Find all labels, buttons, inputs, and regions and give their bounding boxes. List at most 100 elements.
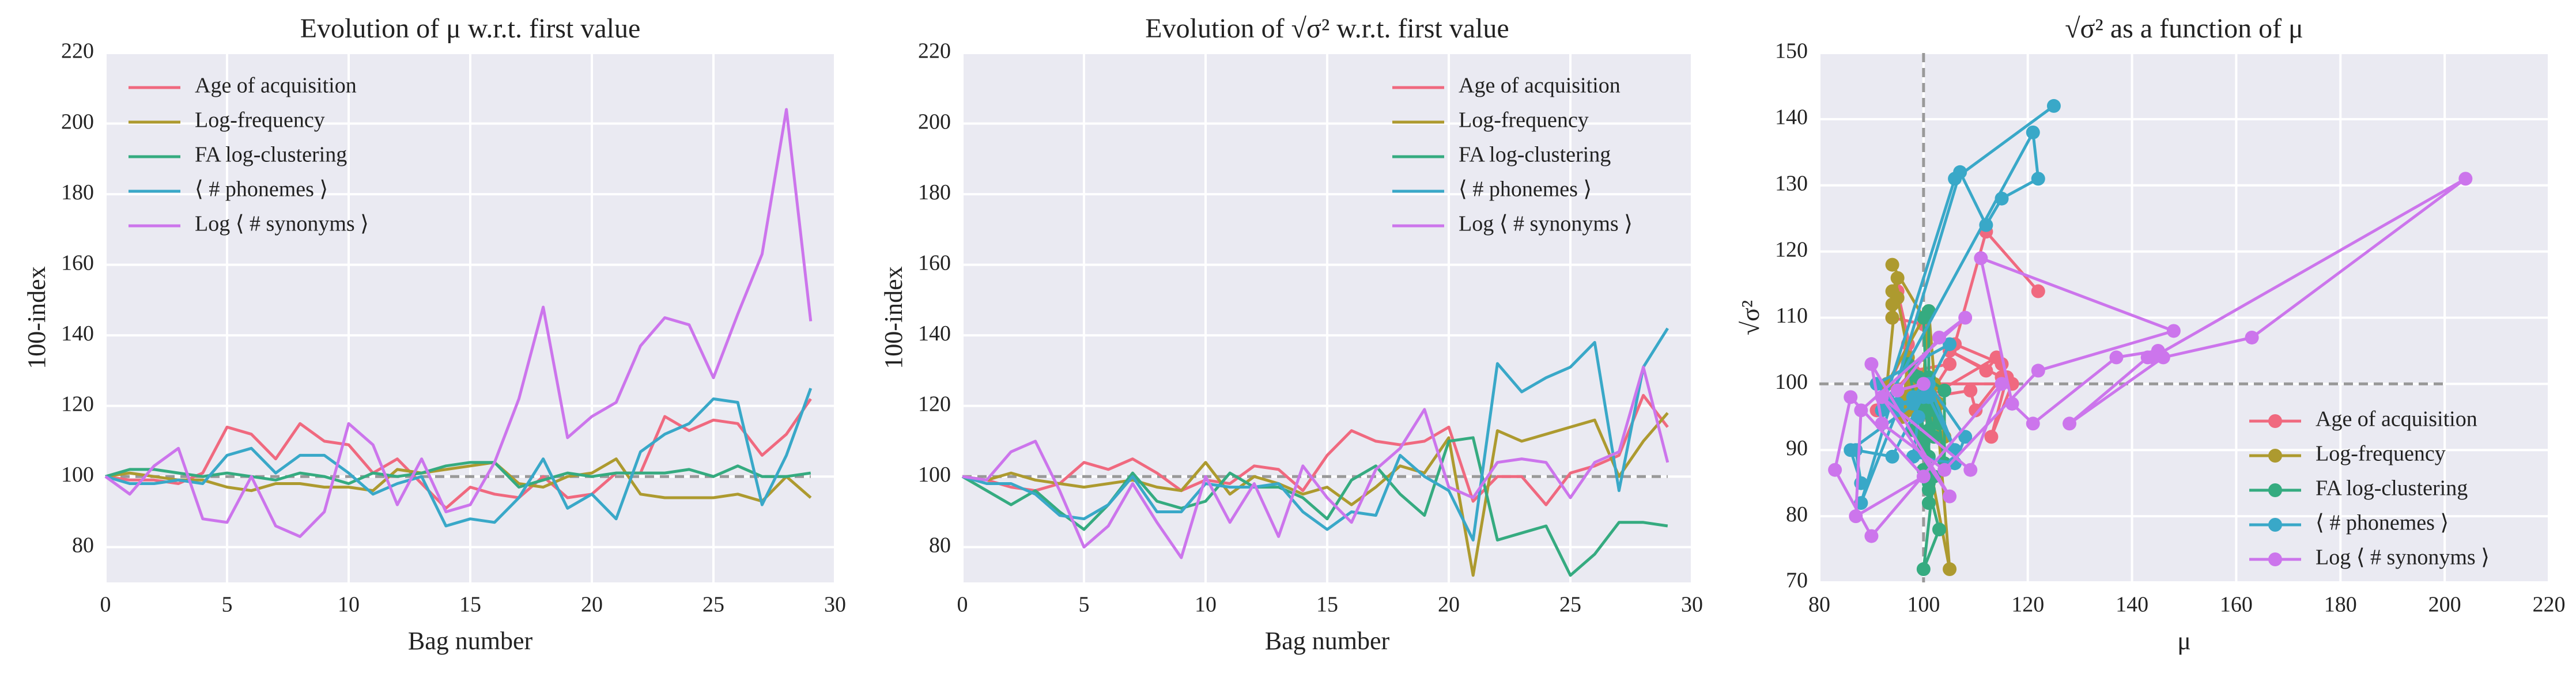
scatter-point	[1932, 330, 1946, 344]
y-axis-label: 100-index	[22, 266, 51, 369]
x-tick-label: 0	[100, 593, 111, 617]
legend-marker	[2268, 552, 2282, 566]
series-line	[105, 461, 811, 489]
legend-marker	[2268, 518, 2282, 532]
scatter-point	[1864, 357, 1879, 371]
scatter-point	[1885, 258, 1899, 272]
series-line	[961, 436, 1668, 577]
scatter-point	[1995, 377, 2009, 391]
scatter-point	[2458, 172, 2473, 186]
scatter-point	[1916, 562, 1931, 577]
y-tick-label: 200	[61, 109, 94, 134]
legend-label: FA log-clustering	[195, 143, 347, 167]
x-tick-label: 160	[2220, 593, 2253, 617]
scatter-point	[2026, 125, 2040, 139]
scatter-point	[2046, 99, 2061, 113]
scatter-point	[1958, 430, 1973, 444]
scatter-point	[2063, 416, 2077, 431]
y-tick-label: 150	[1775, 39, 1808, 63]
scatter-point	[2156, 350, 2170, 365]
scatter-point	[1885, 284, 1899, 298]
scatter-point	[1943, 337, 1957, 351]
legend-label: Log ⟨ # synonyms ⟩	[1459, 212, 1633, 236]
scatter-point	[1943, 357, 1957, 371]
legend-label: Age of acquisition	[1459, 74, 1621, 98]
scatter-point	[1921, 483, 1936, 497]
x-tick-label: 100	[1907, 593, 1940, 617]
y-tick-label: 100	[61, 463, 94, 487]
panel: 0 5 10 15 20 25 30 80 100 120 140 160 180 200 220 Evolu…	[879, 13, 1703, 655]
scatter-point	[1963, 383, 1978, 397]
legend-label: Log-frequency	[1459, 108, 1589, 132]
scatter-point	[1885, 311, 1899, 325]
x-axis-label: Bag number	[1265, 627, 1390, 655]
scatter-point	[2031, 172, 2045, 186]
y-tick-label: 80	[1786, 502, 1808, 527]
series-line	[962, 393, 1669, 506]
scatter-point	[2146, 350, 2160, 365]
legend-label: ⟨ # phonemes ⟩	[1459, 177, 1592, 202]
scatter-point	[1979, 363, 1993, 378]
y-tick-label: 200	[918, 109, 951, 134]
y-tick-label: 180	[61, 180, 94, 205]
legend-marker	[2268, 449, 2282, 463]
x-tick-label: 15	[459, 593, 481, 617]
y-tick-label: 120	[1775, 237, 1808, 262]
x-axis-label: Bag number	[408, 627, 533, 655]
chart-title: √σ² as a function of μ	[2065, 13, 2303, 44]
scatter-point	[1921, 496, 1936, 510]
legend-label: Age of acquisition	[195, 74, 357, 98]
scatter-point	[1995, 191, 2009, 206]
y-tick-label: 100	[1775, 370, 1808, 394]
series-line	[962, 327, 1669, 542]
x-tick-label: 180	[2324, 593, 2357, 617]
scatter-point	[2026, 416, 2040, 431]
scatter-point	[1906, 396, 1920, 411]
scatter-point	[1890, 383, 1905, 397]
scatter-point	[1958, 311, 1973, 325]
y-tick-label: 90	[1786, 436, 1808, 460]
scatter-point	[2109, 350, 2124, 365]
scatter-point	[1916, 469, 1931, 484]
x-tick-label: 30	[1681, 593, 1703, 617]
x-tick-label: 25	[1559, 593, 1581, 617]
x-tick-label: 25	[702, 593, 724, 617]
series-line	[962, 365, 1670, 559]
x-tick-label: 15	[1316, 593, 1338, 617]
y-tick-label: 100	[918, 463, 951, 487]
legend-label: Log-frequency	[195, 108, 325, 132]
scatter-point	[1921, 304, 1936, 319]
scatter-point	[1875, 416, 1889, 431]
legend-marker	[2268, 483, 2282, 497]
y-tick-label: 80	[929, 533, 951, 557]
x-tick-label: 5	[222, 593, 233, 617]
scatter-point	[2245, 330, 2259, 344]
scatter-point	[1885, 297, 1899, 312]
scatter-point	[1969, 403, 1983, 418]
series-line	[105, 388, 813, 528]
scatter-point	[1916, 390, 1931, 404]
scatter-point	[1937, 383, 1952, 397]
x-tick-label: 20	[1438, 593, 1460, 617]
x-tick-label: 10	[1195, 593, 1217, 617]
x-tick-label: 220	[2533, 593, 2566, 617]
scatter-point	[1937, 463, 1952, 477]
y-axis-label: √σ²	[1736, 300, 1765, 335]
scatter-point	[1854, 403, 1868, 418]
panel: 0 5 10 15 20 25 30 80 100 120 140 160 180 200 220 Evolu…	[22, 13, 846, 655]
x-axis-label: μ	[2177, 627, 2191, 655]
series-line	[104, 108, 813, 538]
scatter-point	[1943, 489, 1957, 503]
x-tick-label: 80	[1808, 593, 1830, 617]
legend-label: Log ⟨ # synonyms ⟩	[2316, 546, 2490, 570]
scatter-point	[1963, 463, 1978, 477]
x-tick-label: 30	[824, 593, 846, 617]
scatter-point	[1932, 522, 1946, 537]
chart-title: Evolution of √σ² w.r.t. first value	[1145, 13, 1509, 44]
scatter-point	[1885, 449, 1899, 464]
scatter-point	[1948, 172, 1962, 186]
scatter-point	[1911, 410, 1925, 424]
series-line	[105, 397, 812, 510]
